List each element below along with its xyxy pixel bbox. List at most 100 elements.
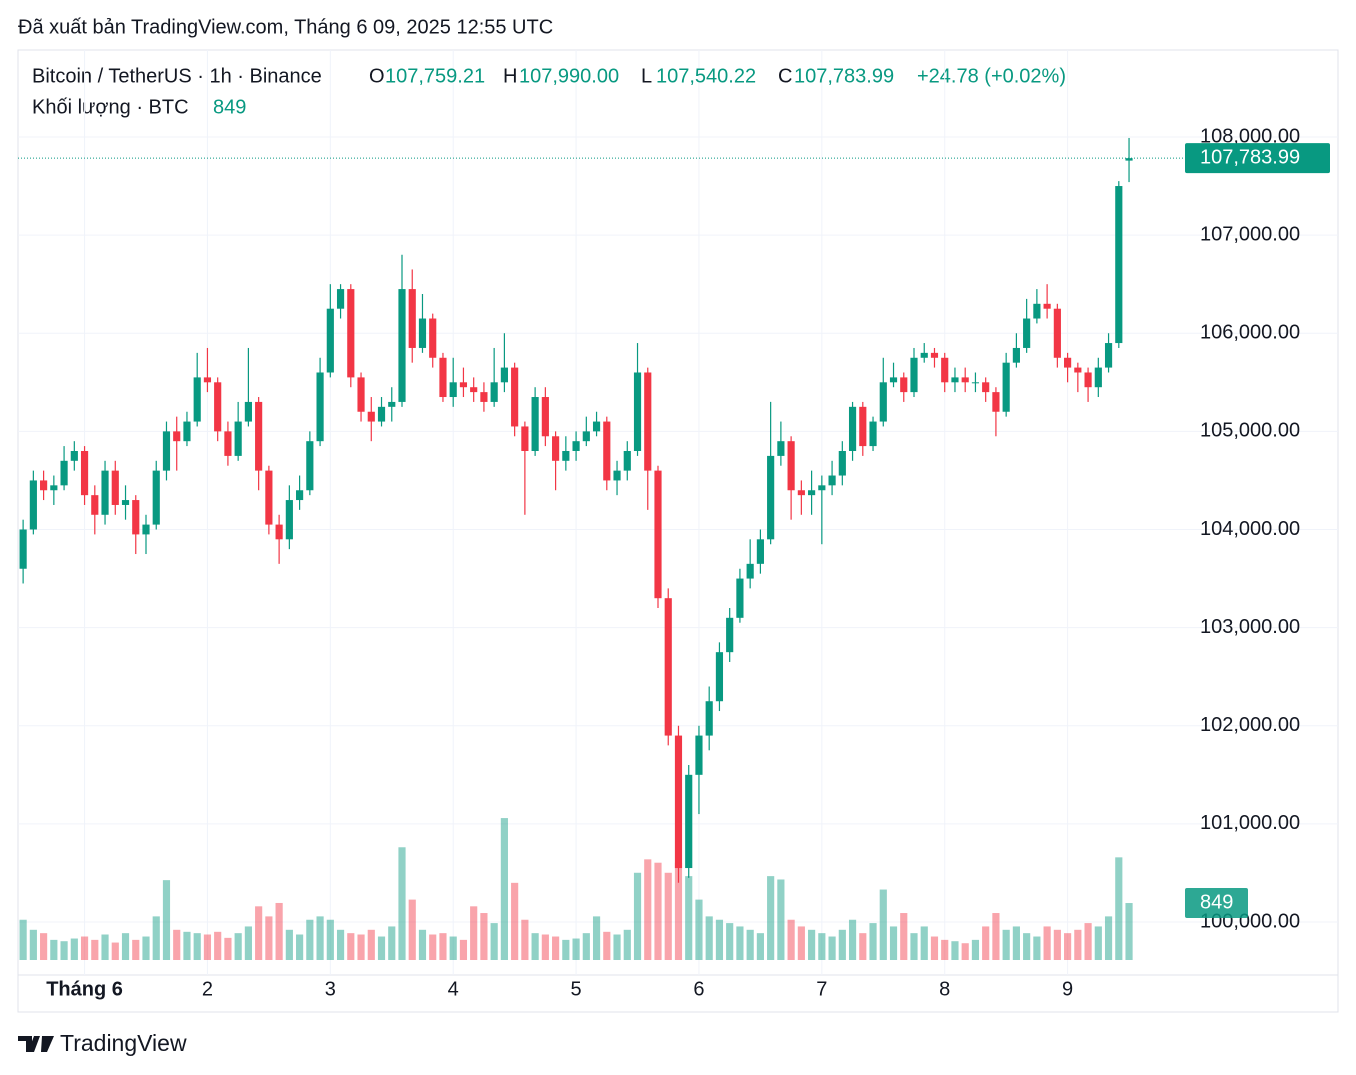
candle (889, 362, 898, 388)
candle-body (1084, 372, 1092, 388)
chart-frame (17, 49, 1339, 1013)
candle (357, 372, 365, 422)
last-price-box (1185, 143, 1330, 174)
candle (91, 485, 99, 535)
candle-body (60, 460, 68, 486)
volume-bar (162, 880, 171, 960)
volume-bar (1002, 929, 1010, 960)
volume-bar (29, 929, 37, 960)
candle-body (1043, 303, 1051, 309)
change-label: +24.78 (+0.02%) (917, 65, 1066, 87)
candle (173, 416, 181, 471)
volume-bar (336, 929, 345, 960)
candle-body (214, 382, 222, 432)
legend-key: C (778, 65, 792, 87)
volume-bar (613, 934, 621, 960)
volume-bar (459, 939, 468, 960)
candle (592, 411, 601, 437)
volume-bar (285, 929, 293, 960)
candle (920, 343, 928, 363)
volume-bar (767, 876, 775, 960)
candle-body (746, 563, 754, 579)
candle (900, 372, 908, 402)
volume-bar (1012, 926, 1020, 960)
volume-bar (992, 913, 1000, 960)
volume-bar (193, 933, 201, 960)
candle (511, 362, 519, 437)
candle-body (715, 652, 724, 702)
candle (859, 401, 867, 456)
candle-body (336, 289, 345, 309)
candle-body (101, 470, 109, 515)
candle-body (132, 500, 140, 535)
volume-bar (203, 934, 212, 960)
candle (982, 377, 990, 402)
volume-bar (572, 938, 580, 960)
candle (1033, 289, 1041, 324)
candle-body (388, 401, 396, 407)
candle-body (306, 441, 314, 491)
volume-bar (900, 913, 908, 960)
candle (726, 608, 734, 662)
volume-bar (521, 919, 529, 960)
volume-bar (531, 933, 539, 960)
candle (961, 367, 969, 393)
candle (29, 470, 37, 535)
volume-bar (889, 926, 898, 960)
legend-value: 107,783.99 (794, 65, 894, 87)
candle (572, 431, 580, 461)
candle (1084, 367, 1092, 402)
candle (121, 485, 130, 520)
candle (224, 421, 232, 466)
volume-bar (930, 936, 939, 960)
candle-body (1094, 367, 1102, 388)
volume-bar (961, 943, 969, 960)
candle-body (848, 406, 857, 451)
volume-bar (398, 847, 406, 960)
candle-body (726, 617, 734, 653)
volume-bar (664, 872, 672, 960)
candle-body (1104, 343, 1113, 368)
volume-bar (296, 934, 304, 960)
candle-body (562, 450, 570, 461)
volume-bar (111, 942, 119, 960)
volume-bar (848, 919, 857, 960)
volume-bar (255, 906, 263, 960)
candle (1074, 362, 1082, 393)
volume-bar (736, 926, 744, 960)
candle-body (224, 431, 232, 456)
candle-body (603, 421, 611, 481)
volume-bar (439, 933, 447, 960)
volume-bar (1053, 929, 1061, 960)
candle (336, 284, 345, 319)
candle (101, 460, 109, 525)
candle (152, 460, 160, 530)
candle (736, 568, 744, 623)
x-tick-label: 6 (693, 978, 704, 1000)
symbol-title: Bitcoin / TetherUS · 1h · Binance (32, 65, 322, 87)
candle (162, 421, 171, 481)
candle-body (818, 485, 826, 491)
volume-bar (859, 933, 867, 960)
candle (848, 401, 857, 461)
candle-body (941, 357, 949, 383)
volume-bar (152, 916, 160, 960)
candle-body (685, 774, 693, 869)
volume-bar (316, 916, 324, 960)
candle (1002, 352, 1010, 417)
volume-bar (511, 882, 519, 960)
candle-body (838, 450, 846, 476)
legend-key: O (369, 65, 385, 87)
candle-body (910, 357, 918, 393)
x-tick-label: Tháng 6 (46, 978, 123, 1000)
candle-body (1002, 362, 1010, 412)
volume-bar (982, 926, 990, 960)
candle-body (326, 308, 334, 373)
candle-body (756, 539, 764, 564)
candle-body (459, 382, 468, 388)
candle-body (808, 490, 816, 496)
candle-body (500, 367, 508, 383)
candle-body (193, 377, 201, 422)
volume-bar (91, 939, 99, 960)
candle (132, 495, 140, 555)
